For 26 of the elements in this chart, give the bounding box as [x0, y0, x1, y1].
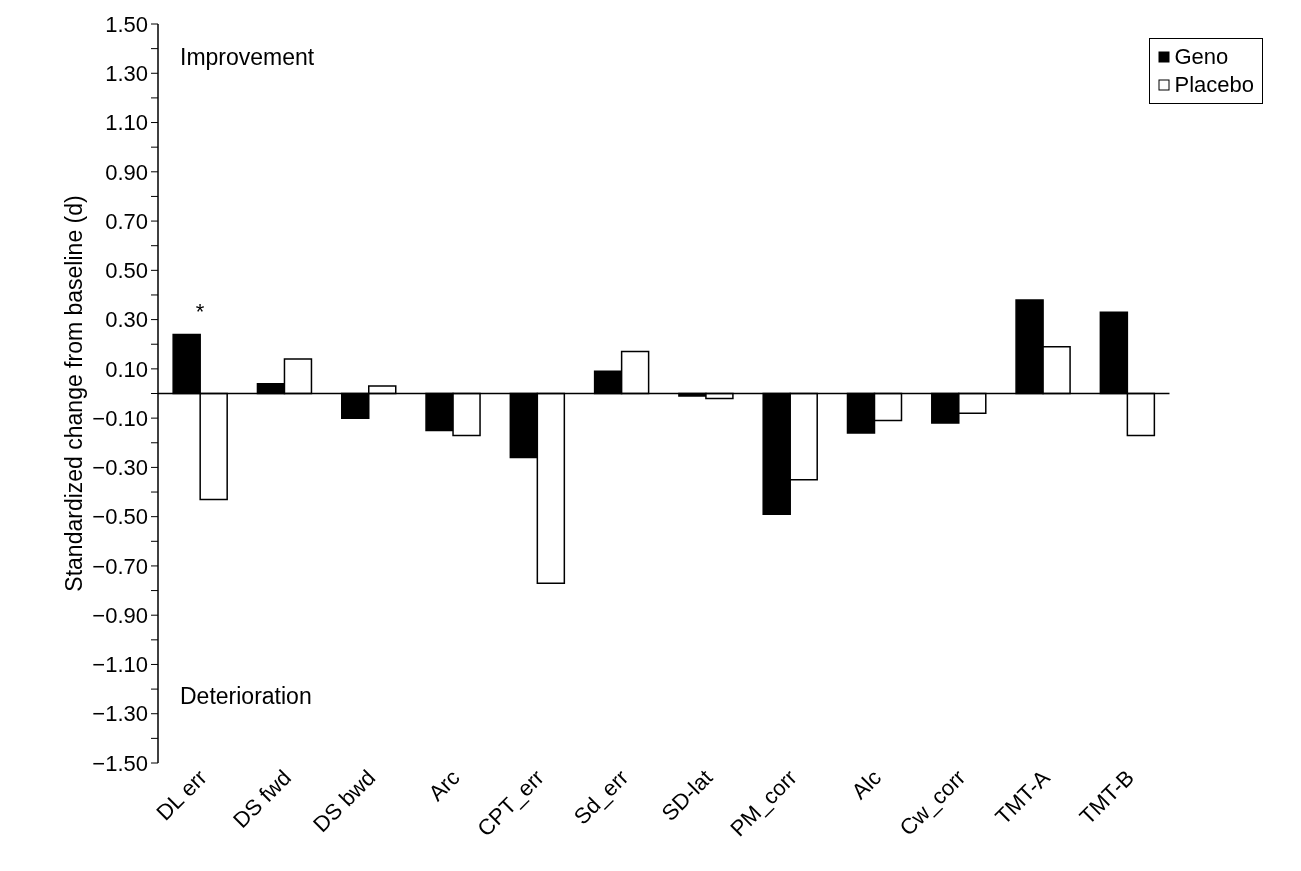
- y-tick-label: 1.30: [105, 60, 148, 86]
- legend-label: Geno: [1174, 43, 1229, 71]
- y-tick-label: 0.30: [105, 307, 148, 333]
- x-tick-label: Alc: [846, 764, 886, 805]
- y-tick-label: −0.70: [92, 553, 148, 579]
- y-tick-label: −0.30: [92, 455, 148, 481]
- annotation: Improvement: [180, 44, 315, 71]
- legend-label: Placebo: [1174, 71, 1254, 99]
- y-tick-label: 1.10: [105, 110, 148, 136]
- y-tick-label: 0.50: [105, 258, 148, 284]
- y-tick-label: −0.90: [92, 602, 148, 628]
- y-axis-title: Standardized change from baseline (d): [61, 195, 88, 592]
- y-tick-label: −0.10: [92, 405, 148, 431]
- annotation: *: [195, 299, 205, 325]
- x-tick-label: DL err: [151, 764, 212, 826]
- annotation: Deterioration: [180, 683, 312, 710]
- y-tick-label: 1.50: [105, 11, 148, 37]
- x-tick-label: Arc: [423, 764, 465, 806]
- y-tick-label: 0.70: [105, 208, 148, 234]
- y-tick-label: −1.50: [92, 750, 148, 776]
- y-tick-label: −0.50: [92, 504, 148, 530]
- y-tick-label: 0.10: [105, 356, 148, 382]
- y-tick-label: −1.10: [92, 652, 148, 678]
- y-tick-label: 0.90: [105, 159, 148, 185]
- y-tick-label: −1.30: [92, 701, 148, 727]
- x-tick-label: DS fwd: [228, 764, 296, 833]
